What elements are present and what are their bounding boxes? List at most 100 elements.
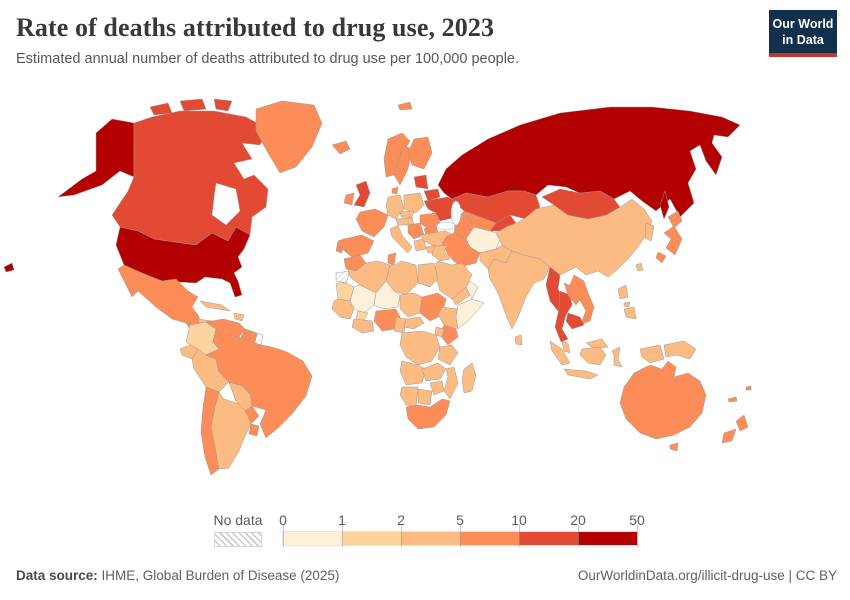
country-cambodia[interactable]: [565, 312, 585, 330]
owid-logo[interactable]: Our World in Data: [769, 10, 837, 58]
legend-tick-label-20: 20: [570, 512, 586, 528]
country-angola[interactable]: [399, 360, 427, 386]
legend-tick-label-10: 10: [511, 512, 527, 528]
country-denmark[interactable]: [391, 186, 399, 195]
country-poland[interactable]: [403, 192, 425, 214]
legend-no-data-label: No data: [213, 512, 263, 528]
legend-scale: 0 1 2 5 10 20 50: [279, 512, 645, 552]
legend-tick-mark: [637, 525, 638, 547]
country-czechia-slovakia[interactable]: [399, 210, 415, 219]
country-uganda[interactable]: [434, 326, 445, 338]
country-oman[interactable]: [465, 280, 479, 300]
country-united-kingdom[interactable]: [353, 180, 371, 208]
country-canada-arctic-2[interactable]: [179, 98, 207, 112]
country-zimbabwe[interactable]: [429, 380, 445, 396]
country-japan-honshu[interactable]: [663, 225, 683, 256]
country-baltic-states[interactable]: [413, 174, 429, 190]
country-indonesia-kalimantan[interactable]: [579, 346, 607, 366]
country-sakhalin[interactable]: [659, 190, 670, 220]
country-namibia[interactable]: [399, 386, 419, 408]
country-ireland[interactable]: [343, 192, 355, 206]
country-senegal-guinea[interactable]: [331, 298, 355, 320]
country-indonesia-papua[interactable]: [639, 344, 665, 364]
country-tanzania[interactable]: [437, 344, 459, 366]
country-spain[interactable]: [341, 234, 375, 258]
country-vietnam[interactable]: [569, 274, 595, 326]
country-cuba[interactable]: [199, 300, 231, 312]
country-alaska[interactable]: [57, 118, 135, 198]
country-italy[interactable]: [389, 224, 413, 254]
country-tasmania[interactable]: [669, 442, 679, 452]
country-philippines-visayas[interactable]: [623, 301, 631, 308]
legend-bin-10-20[interactable]: [519, 532, 578, 545]
country-new-zealand-north[interactable]: [735, 414, 749, 432]
country-new-caledonia[interactable]: [727, 396, 738, 403]
country-belarus[interactable]: [423, 188, 441, 202]
country-niger[interactable]: [373, 280, 401, 310]
country-mongolia[interactable]: [541, 188, 621, 220]
country-france[interactable]: [355, 208, 389, 238]
country-canada-arctic-3[interactable]: [213, 98, 233, 112]
country-japan-kyushu[interactable]: [655, 251, 667, 264]
country-indonesia-sumatra[interactable]: [549, 340, 571, 366]
country-iraq[interactable]: [431, 244, 451, 262]
country-svalbard[interactable]: [397, 101, 413, 111]
country-papua-new-guinea[interactable]: [663, 340, 697, 360]
country-egypt[interactable]: [417, 262, 439, 288]
country-greenland[interactable]: [255, 100, 323, 174]
country-china[interactable]: [495, 198, 653, 278]
legend-tick-label-1: 1: [338, 512, 346, 528]
country-zambia[interactable]: [421, 362, 447, 382]
country-madagascar[interactable]: [461, 362, 477, 394]
country-canada[interactable]: [111, 110, 269, 246]
country-fiji[interactable]: [745, 385, 752, 391]
country-somalia[interactable]: [455, 298, 485, 330]
country-korea[interactable]: [644, 222, 655, 242]
country-hispaniola[interactable]: [233, 312, 245, 322]
country-thailand[interactable]: [554, 290, 573, 343]
country-central-african-republic[interactable]: [403, 316, 425, 330]
country-portugal[interactable]: [335, 238, 345, 254]
country-new-zealand-south[interactable]: [721, 428, 737, 444]
country-australia[interactable]: [619, 360, 707, 440]
country-indonesia-sulawesi[interactable]: [611, 346, 623, 368]
country-brazil[interactable]: [205, 328, 313, 439]
country-south-africa[interactable]: [405, 398, 451, 430]
legend-bin-5-10[interactable]: [460, 532, 519, 545]
country-uruguay[interactable]: [248, 423, 260, 437]
country-finland[interactable]: [407, 136, 433, 170]
country-philippines-mindanao[interactable]: [623, 306, 637, 320]
owid-logo-line2: in Data: [782, 32, 824, 47]
legend-bin-0-1[interactable]: [283, 532, 342, 545]
country-greece[interactable]: [413, 238, 427, 252]
country-western-sahara[interactable]: [335, 270, 351, 284]
data-source-prefix: Data source:: [16, 568, 98, 583]
legend-bin-1-2[interactable]: [342, 532, 401, 545]
country-tunisia[interactable]: [387, 252, 397, 266]
country-botswana[interactable]: [417, 388, 433, 406]
country-ghana-ivory-coast[interactable]: [351, 318, 375, 334]
country-hawaii[interactable]: [3, 262, 15, 273]
legend-color-bar: [282, 531, 638, 546]
country-india[interactable]: [487, 250, 551, 330]
legend-bin-2-5[interactable]: [401, 532, 460, 545]
license-link[interactable]: OurWorldinData.org/illicit-drug-use | CC…: [577, 568, 837, 583]
country-indonesia-java[interactable]: [563, 368, 599, 380]
country-malaysia-borneo[interactable]: [585, 338, 609, 350]
country-cameroon-gabon[interactable]: [393, 316, 407, 334]
data-source[interactable]: Data source: IHME, Global Burden of Dise…: [16, 568, 339, 583]
country-taiwan[interactable]: [635, 262, 644, 272]
legend-no-data-swatch[interactable]: [214, 532, 262, 547]
legend-bin-20-50[interactable]: [578, 532, 637, 545]
country-dr-congo[interactable]: [399, 330, 441, 366]
country-japan-hokkaido[interactable]: [667, 210, 683, 229]
country-sri-lanka[interactable]: [514, 334, 523, 346]
country-philippines-luzon[interactable]: [617, 284, 629, 300]
country-mozambique[interactable]: [443, 366, 459, 400]
country-argentina[interactable]: [210, 391, 252, 470]
country-chad[interactable]: [399, 292, 423, 318]
country-malaysia-peninsula[interactable]: [561, 340, 571, 354]
country-nigeria[interactable]: [373, 308, 401, 332]
country-iceland[interactable]: [331, 140, 351, 155]
country-austria-hungary[interactable]: [395, 217, 415, 226]
